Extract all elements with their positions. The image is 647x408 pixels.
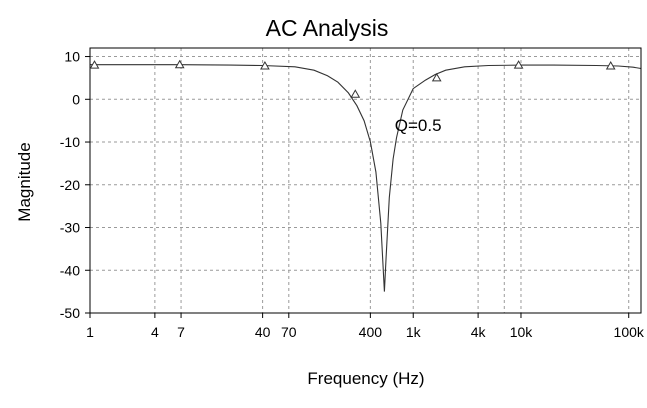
y-tick-label: 10: [64, 49, 80, 65]
chart-title: AC Analysis: [266, 15, 389, 41]
y-tick-label: -20: [60, 177, 80, 193]
triangle-marker: [513, 60, 524, 69]
triangle-marker: [350, 89, 361, 98]
x-tick-label: 1: [86, 324, 94, 340]
plot-frame: [89, 47, 642, 314]
x-tick-label: 1k: [406, 324, 422, 340]
x-tick-label: 70: [281, 324, 297, 340]
y-axis-label: Magnitude: [15, 142, 34, 221]
y-tick-label: 0: [72, 91, 80, 107]
x-tick-label: 10k: [510, 324, 534, 340]
triangle-marker: [174, 59, 185, 69]
x-tick-label: 4k: [471, 324, 487, 340]
x-tick-label: 100k: [614, 324, 645, 340]
x-tick-label: 4: [151, 324, 159, 340]
x-tick-label: 40: [255, 324, 271, 340]
y-tick-label: -50: [60, 305, 80, 321]
triangle-marker: [260, 60, 270, 70]
q-annotation: Q=0.5: [395, 116, 442, 135]
x-axis-ticks: 1 4 7 40 70 400 1k 4k 10k 100k: [86, 313, 645, 340]
x-axis-label: Frequency (Hz): [307, 369, 424, 388]
magnitude-curve: [90, 64, 642, 292]
marker-layer: [89, 59, 616, 98]
y-tick-label: -30: [60, 220, 80, 236]
grid-lines: [90, 48, 641, 313]
triangle-marker: [89, 60, 100, 69]
series-layer: [90, 64, 642, 292]
y-axis-ticks: 10 0 -10 -20 -30 -40 -50: [60, 49, 90, 321]
x-tick-label: 7: [177, 324, 185, 340]
triangle-marker: [605, 60, 616, 70]
triangle-marker: [431, 72, 442, 82]
y-tick-label: -10: [60, 134, 80, 150]
x-tick-label: 400: [359, 324, 383, 340]
y-tick-label: -40: [60, 262, 80, 278]
